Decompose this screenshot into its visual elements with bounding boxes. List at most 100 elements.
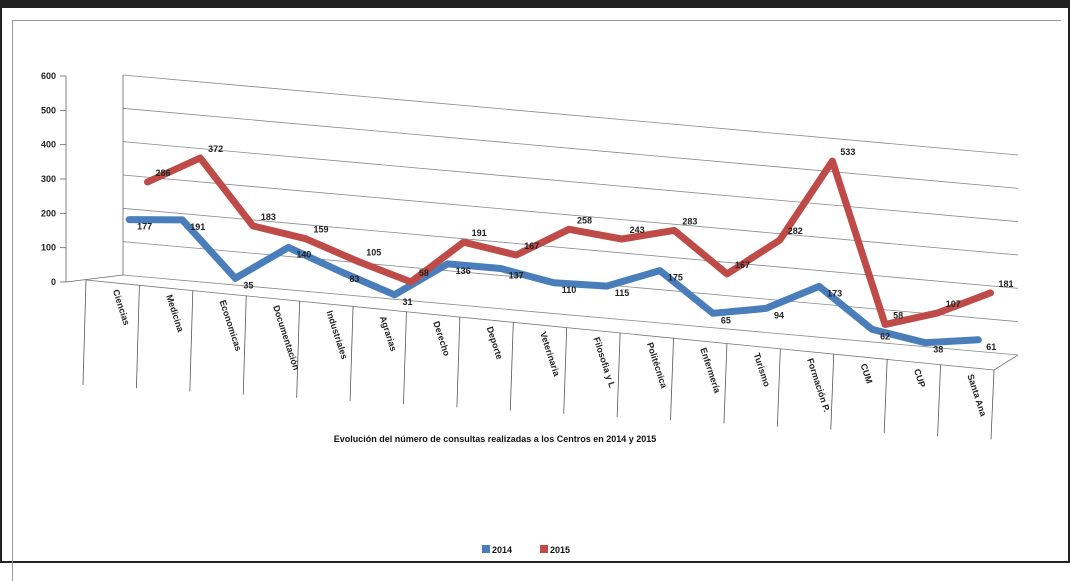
- category-separators: [82, 279, 995, 440]
- category-separator: [509, 322, 514, 411]
- data-label: 65: [721, 315, 731, 325]
- category-separator: [82, 279, 87, 386]
- data-point: [831, 160, 833, 162]
- x-axis-categories: Ciencias Medicina Economicas Documentación I…: [111, 288, 989, 418]
- y-tick-label: 100: [41, 243, 56, 253]
- series-lines: [125, 154, 994, 347]
- data-label: 243: [630, 225, 645, 235]
- gridline: [122, 274, 1019, 356]
- category-separator: [937, 364, 941, 437]
- data-point: [463, 241, 465, 243]
- floor-front-edge: [85, 279, 995, 371]
- data-point: [410, 281, 412, 283]
- chart-area-border: [12, 20, 1061, 581]
- data-point: [447, 263, 449, 265]
- x-tick-label: Economicas: [218, 299, 244, 353]
- data-label: 282: [788, 226, 803, 236]
- category-separator: [189, 290, 194, 392]
- category-separator: [242, 295, 247, 395]
- data-label: 61: [986, 342, 996, 352]
- data-point: [621, 238, 623, 240]
- data-label: 533: [840, 147, 855, 157]
- data-label: 183: [261, 212, 276, 222]
- data-point: [818, 285, 820, 287]
- data-point: [924, 342, 926, 344]
- data-point: [146, 181, 148, 183]
- y-tick-label: 300: [41, 174, 56, 184]
- data-label: 136: [456, 266, 471, 276]
- data-label: 159: [314, 225, 329, 235]
- data-label: 258: [577, 215, 592, 225]
- category-separator: [349, 306, 354, 402]
- category-separator: [563, 327, 568, 414]
- category-separator: [456, 317, 461, 408]
- chart: 0 100 200 300 400 500 600 Ciencias Medicina Econ…: [41, 71, 1019, 555]
- data-label: 167: [524, 241, 539, 251]
- data-point: [568, 228, 570, 230]
- x-tick-label: Politécnica: [645, 341, 670, 390]
- x-tick-label: Derecho: [431, 320, 452, 358]
- data-point: [977, 339, 979, 341]
- x-tick-label: CUM: [859, 362, 875, 385]
- gridline: [122, 141, 1019, 223]
- category-separator: [830, 354, 835, 430]
- data-point: [128, 219, 130, 221]
- category-separator: [883, 359, 888, 434]
- legend-label: 2015: [550, 545, 570, 555]
- category-separator: [616, 332, 621, 418]
- y-tick-label: 600: [41, 71, 56, 81]
- data-label: 175: [668, 273, 683, 283]
- y-axis-ticks: 0 100 200 300 400 500 600: [41, 71, 66, 287]
- x-tick-label: Turismo: [752, 352, 772, 389]
- data-label: 167: [735, 260, 750, 270]
- y-tick-label: 0: [51, 277, 56, 287]
- x-tick-label: Documentación: [271, 304, 301, 371]
- data-point: [252, 225, 254, 227]
- data-point: [884, 324, 886, 326]
- x-tick-label: Medicina: [164, 293, 186, 334]
- data-label: 372: [208, 144, 223, 154]
- y-tick-label: 400: [41, 140, 56, 150]
- data-label: 83: [349, 274, 359, 284]
- data-label: 58: [893, 311, 903, 321]
- data-point: [712, 312, 714, 314]
- data-label: 177: [137, 222, 152, 232]
- data-label: 110: [562, 285, 577, 295]
- x-tick-label: Veterinaria: [538, 331, 562, 379]
- gridline: [122, 107, 1019, 189]
- gridlines: [65, 74, 1019, 371]
- data-point: [765, 307, 767, 309]
- floor-right-edge: [993, 354, 1019, 371]
- data-point: [779, 239, 781, 241]
- data-label: 115: [615, 288, 630, 298]
- category-separator: [670, 338, 674, 421]
- data-label: 140: [296, 249, 311, 259]
- data-point: [305, 238, 307, 240]
- data-label: 137: [509, 271, 524, 281]
- data-point: [500, 268, 502, 270]
- data-point: [989, 292, 991, 294]
- data-point: [340, 271, 342, 273]
- category-separator: [403, 311, 407, 405]
- legend-swatch: [540, 545, 548, 553]
- gridline: [122, 74, 1019, 156]
- data-label: 286: [155, 168, 170, 178]
- data-label: 105: [366, 247, 381, 257]
- data-label: 94: [774, 310, 784, 320]
- data-point: [871, 328, 873, 330]
- data-point: [659, 270, 661, 272]
- data-label: 35: [243, 280, 253, 290]
- x-tick-label: Deporte: [485, 325, 505, 360]
- x-tick-label: Enfermería: [698, 346, 722, 395]
- data-point: [199, 157, 201, 159]
- data-point: [726, 273, 728, 275]
- data-point: [673, 229, 675, 231]
- x-axis-title: Evolución del número de consultas realiz…: [334, 434, 657, 444]
- category-separator: [723, 343, 728, 424]
- y-tick-label: 500: [41, 105, 56, 115]
- chart-frame: [0, 0, 1070, 563]
- category-separator: [136, 285, 140, 389]
- data-point: [357, 260, 359, 262]
- data-label: 191: [472, 228, 487, 238]
- x-tick-label: Ciencias: [111, 288, 132, 326]
